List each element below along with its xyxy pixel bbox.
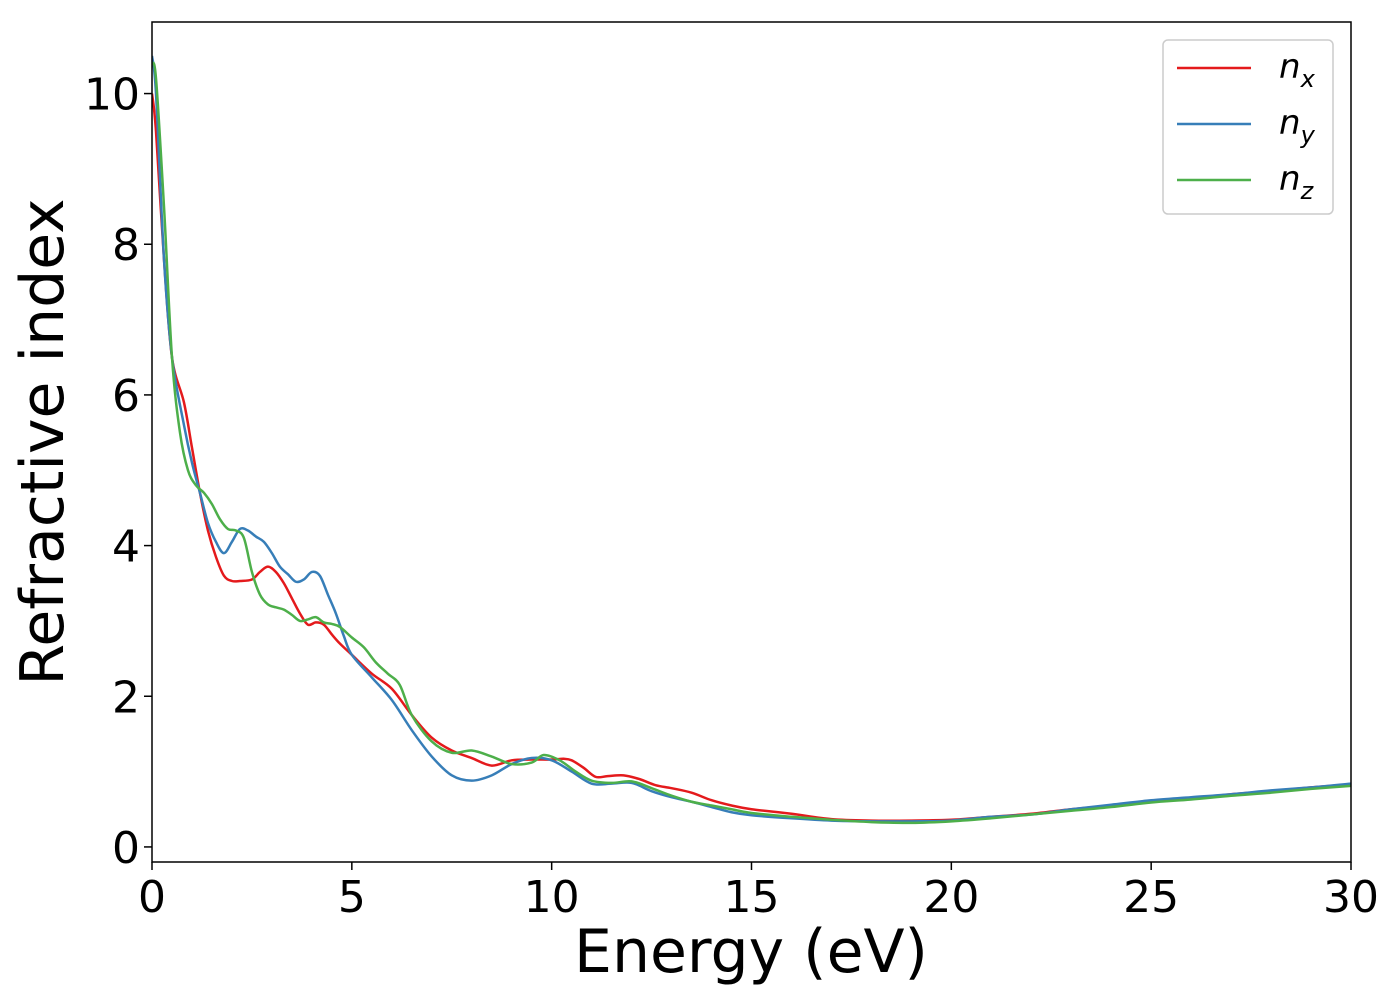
y-tick-label: 0 — [112, 823, 140, 874]
series-layer — [152, 55, 1351, 825]
legend-box — [1162, 39, 1334, 215]
x-axis-title: Energy (eV) — [574, 917, 928, 987]
y-tick-label: 6 — [112, 371, 140, 422]
y-tick-label: 10 — [84, 70, 140, 121]
legend-label-subscript: x — [1300, 65, 1316, 93]
x-axis: 0 5 10 15 20 25 30 — [138, 862, 1379, 923]
legend-label-subscript: z — [1300, 177, 1315, 205]
y-tick-label: 2 — [112, 672, 140, 723]
y-tick-label: 8 — [112, 220, 140, 271]
x-tick-label: 30 — [1323, 872, 1379, 923]
y-axis: 0 2 4 6 8 10 — [84, 70, 152, 874]
legend-label-base: n — [1279, 159, 1301, 199]
legend-label: nz — [1279, 159, 1315, 205]
legend-label: ny — [1279, 103, 1316, 149]
legend-label: nx — [1279, 47, 1316, 93]
series-line-n-z — [152, 61, 1351, 825]
x-tick-label: 25 — [1123, 872, 1179, 923]
legend-label-base: n — [1279, 103, 1301, 143]
y-axis-title: Refractive index — [8, 198, 78, 685]
x-tick-label: 15 — [724, 872, 780, 923]
x-tick-label: 10 — [524, 872, 580, 923]
legend-label-base: n — [1279, 47, 1301, 87]
x-tick-label: 5 — [338, 872, 366, 923]
y-tick-label: 4 — [112, 522, 140, 573]
x-tick-label: 20 — [923, 872, 979, 923]
x-tick-label: 0 — [138, 872, 166, 923]
legend-label-subscript: y — [1300, 121, 1316, 149]
